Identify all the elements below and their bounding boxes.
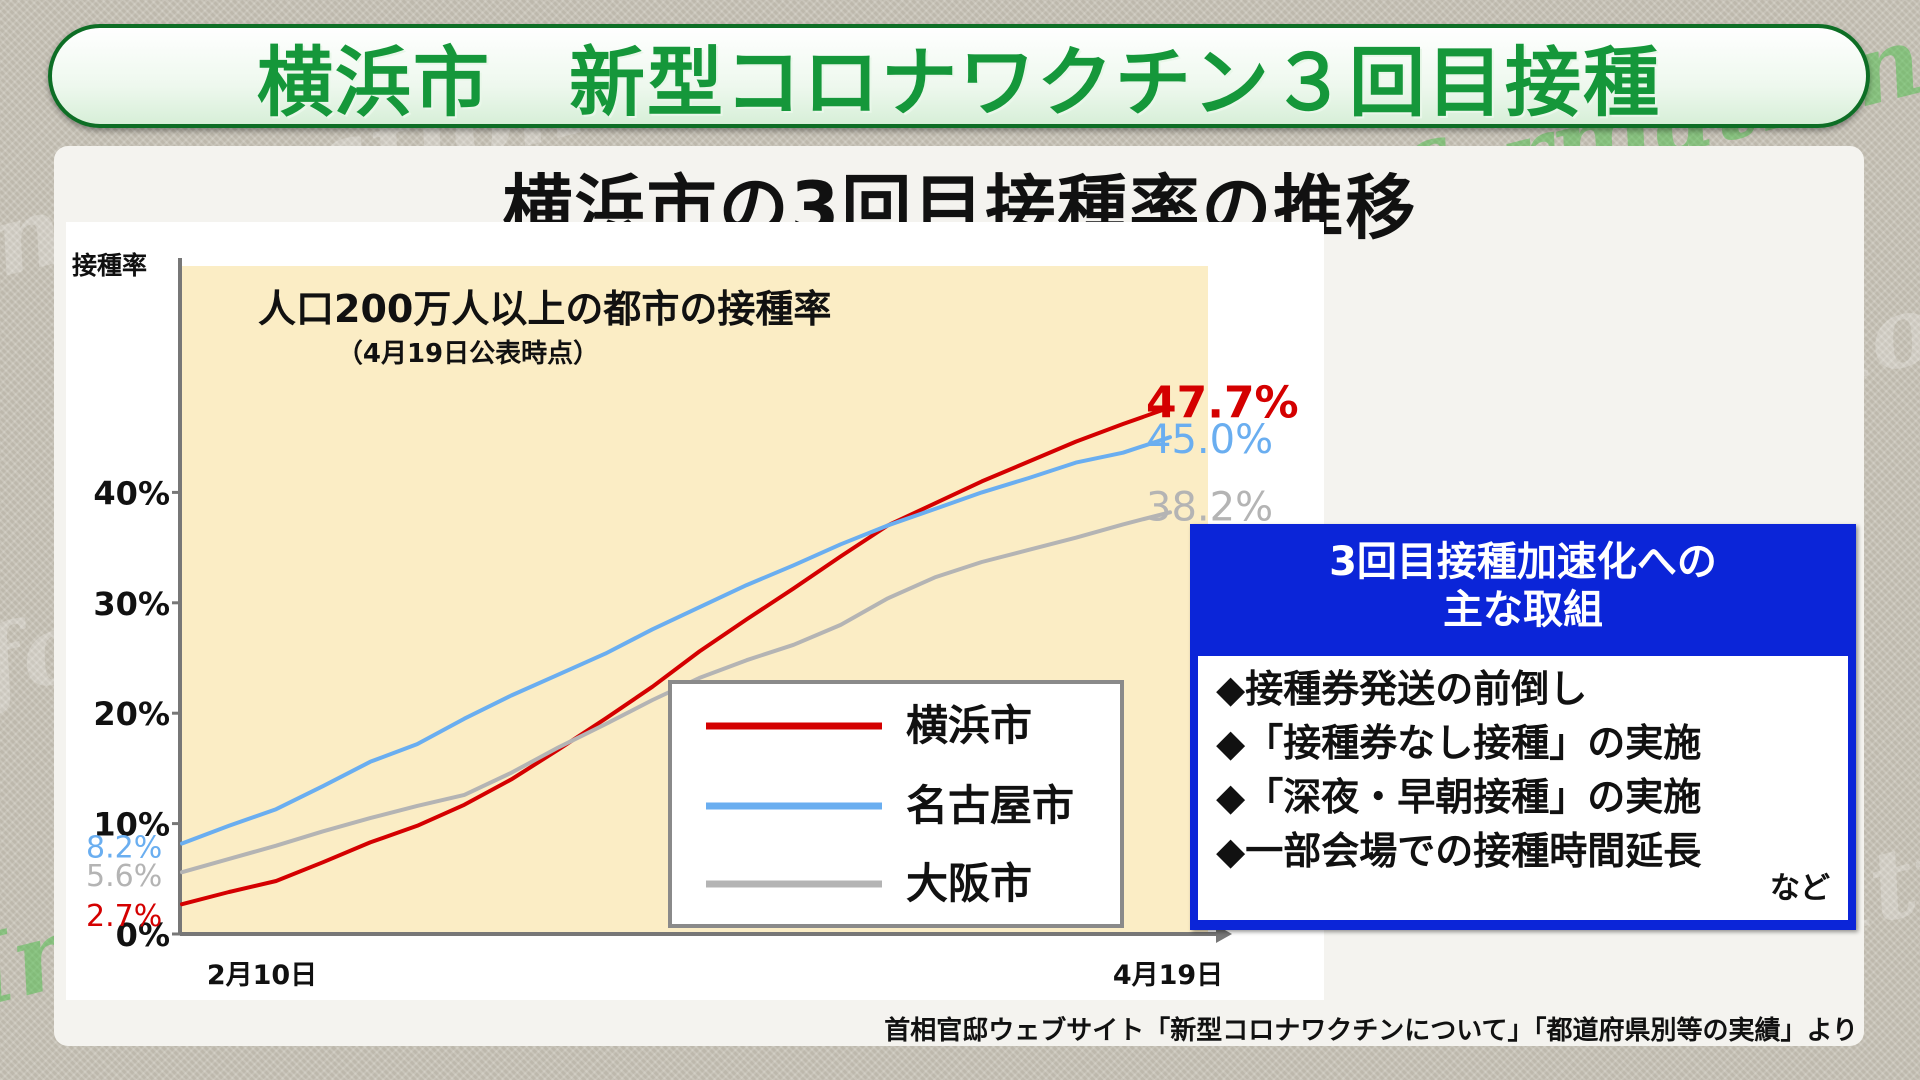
series-end-label: 47.7% bbox=[1146, 377, 1299, 428]
series-line-0 bbox=[180, 405, 1172, 907]
y-tick-label: 40% bbox=[93, 474, 170, 512]
series-end-label: 45.0% bbox=[1146, 417, 1273, 463]
y-tick-label: 20% bbox=[93, 695, 170, 733]
initiatives-etc: など bbox=[1770, 871, 1830, 906]
legend-label-yokohama: 横浜市 bbox=[906, 701, 1032, 750]
series-start-label: 8.2% bbox=[86, 831, 162, 866]
initiative-item: ◆接種券発送の前倒し bbox=[1216, 667, 1588, 711]
initiative-item: ◆「接種券なし接種」の実施 bbox=[1216, 721, 1702, 765]
chart-container: 0% 10% 20% 30% 40% 2.7% 47.7% 8.2% 45.0% 5.6% 38.… bbox=[66, 222, 1324, 1000]
title-banner: 横浜市 新型コロナワクチン３回目接種 bbox=[48, 24, 1870, 128]
initiatives-box: 3回目接種加速化への 主な取組 ◆接種券発送の前倒し ◆「接種券なし接種」の実施… bbox=[1190, 524, 1856, 930]
initiatives-heading: 3回目接種加速化への 主な取組 bbox=[1198, 532, 1848, 650]
initiatives-heading-line2: 主な取組 bbox=[1443, 587, 1603, 633]
line-chart: 0% 10% 20% 30% 40% 2.7% 47.7% 8.2% 45.0% 5.6% 38.… bbox=[72, 251, 1299, 991]
series-end-label: 38.2% bbox=[1146, 484, 1273, 530]
y-tick-label: 0% bbox=[116, 916, 170, 954]
y-axis-label: 接種率 bbox=[72, 251, 147, 280]
y-tick-label: 10% bbox=[93, 806, 170, 844]
legend-label-osaka: 大阪市 bbox=[906, 859, 1032, 908]
banner-title: 横浜市 新型コロナワクチン３回目接種 bbox=[257, 38, 1661, 127]
series-start-label: 5.6% bbox=[86, 859, 162, 894]
source-note: 首相官邸ウェブサイト「新型コロナワクチンについて」「都道府県別等の実績」より bbox=[884, 1016, 1858, 1046]
initiatives-heading-line1: 3回目接種加速化への bbox=[1329, 539, 1717, 585]
legend-label-nagoya: 名古屋市 bbox=[906, 781, 1074, 830]
legend: 横浜市 名古屋市 大阪市 bbox=[668, 680, 1124, 928]
chart-subtitle: （4月19日公表時点） bbox=[337, 338, 599, 369]
initiative-item: ◆「深夜・早朝接種」の実施 bbox=[1216, 775, 1702, 819]
y-tick-label: 30% bbox=[93, 585, 170, 623]
chart-title: 人口200万人以上の都市の接種率 bbox=[258, 287, 831, 331]
x-end-label: 4月19日 bbox=[1113, 960, 1223, 991]
initiatives-list: ◆接種券発送の前倒し ◆「接種券なし接種」の実施 ◆「深夜・早朝接種」の実施 ◆… bbox=[1198, 656, 1848, 920]
series-start-label: 2.7% bbox=[86, 899, 162, 934]
series-line-1 bbox=[180, 435, 1172, 846]
x-start-label: 2月10日 bbox=[207, 960, 317, 991]
initiative-item: ◆一部会場での接種時間延長 bbox=[1216, 829, 1702, 873]
